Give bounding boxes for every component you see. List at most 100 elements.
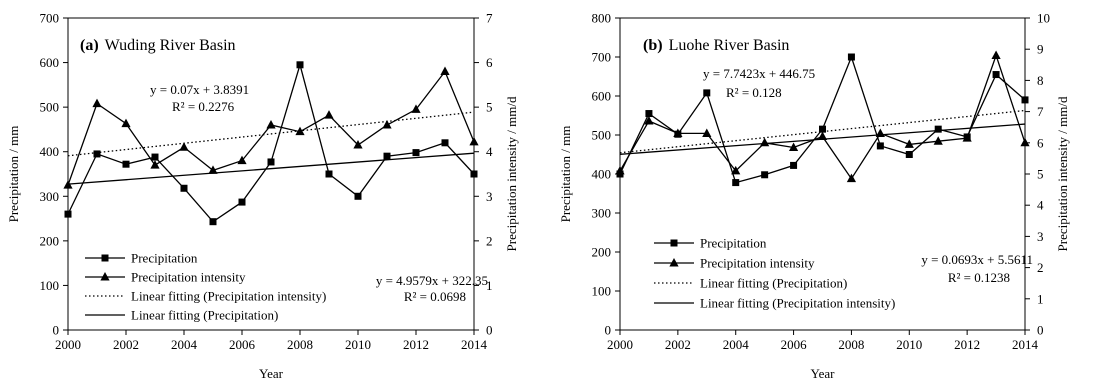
annotation-eq-intensity: y = 0.0693x + 5.5611: [921, 252, 1033, 267]
point-1-5: [760, 137, 770, 147]
x-tick-label: 2002: [665, 337, 691, 352]
point-1-10: [353, 140, 363, 149]
y2-tick-label: 2: [1037, 260, 1044, 275]
y-tick-label: 600: [592, 89, 612, 104]
annotation-r2-precip: R² = 0.128: [726, 85, 782, 100]
point-0-4: [180, 184, 188, 192]
y2-tick-label: 10: [1037, 11, 1050, 26]
x-tick-label: 2004: [171, 337, 198, 352]
point-1-14: [1020, 137, 1030, 147]
y2-axis-label: Precipitation intensity / mm/d: [1055, 96, 1070, 251]
legend-marker-1: [669, 258, 679, 267]
point-1-2: [121, 118, 131, 128]
x-tick-label: 2012: [954, 337, 980, 352]
chart-b: 2000 2002 2004 2006 2008 2010 2012 201401002003…: [558, 11, 1070, 382]
y-tick-label: 300: [40, 189, 60, 204]
point-1-3: [150, 160, 160, 169]
legend-label-1: Precipitation intensity: [131, 270, 246, 285]
y2-axis-label: Precipitation intensity / mm/d: [504, 96, 519, 251]
point-0-9: [876, 142, 884, 150]
y-tick-label: 300: [592, 206, 612, 221]
series-line-1: [619, 53, 1026, 180]
annotation-eq-precip: y = 4.9579x + 322.35: [376, 273, 488, 288]
x-tick-label: 2014: [461, 337, 488, 352]
trendline-0: [67, 111, 475, 157]
x-tick-label: 2006: [781, 337, 808, 352]
point-0-12: [412, 149, 420, 157]
point-1-11: [382, 119, 392, 129]
annotation-r2-intensity: R² = 0.1238: [948, 270, 1010, 285]
legend-label-0: Precipitation: [700, 236, 767, 251]
y2-tick-label: 5: [1037, 167, 1044, 182]
point-0-11: [383, 152, 391, 160]
annotation-eq-precip: y = 7.7423x + 446.75: [703, 66, 815, 81]
point-0-13: [992, 71, 1000, 79]
point-0-10: [354, 192, 362, 200]
y2-tick-label: 4: [486, 144, 493, 159]
annotation-eq-intensity: y = 0.07x + 3.8391: [150, 82, 249, 97]
y-tick-label: 100: [592, 284, 612, 299]
y-tick-label: 800: [592, 11, 612, 26]
y-tick-label: 100: [40, 278, 60, 293]
point-0-1: [93, 150, 101, 158]
y-tick-label: 0: [605, 323, 612, 338]
point-1-1: [644, 115, 654, 125]
point-1-7: [266, 119, 276, 129]
point-0-6: [238, 198, 246, 206]
point-1-0: [615, 165, 625, 175]
point-0-14: [1021, 96, 1029, 104]
chart-title: (a) Wuding River Basin: [80, 37, 236, 54]
y2-tick-label: 7: [486, 11, 493, 26]
legend-label-3: Linear fitting (Precipitation): [131, 308, 278, 323]
y2-tick-label: 3: [1037, 229, 1044, 244]
trendline-1: [67, 152, 475, 185]
panel-label: (b): [643, 37, 663, 54]
point-0-8: [847, 53, 855, 61]
y2-tick-label: 6: [1037, 135, 1044, 150]
y2-tick-label: 5: [486, 100, 493, 115]
x-tick-label: 2010: [345, 337, 371, 352]
point-1-12: [411, 104, 421, 113]
x-axis-label: Year: [811, 366, 836, 381]
legend-marker-0: [670, 239, 678, 247]
chart-title: (b) Luohe River Basin: [643, 37, 789, 54]
y2-tick-label: 1: [486, 278, 493, 293]
legend-label-1: Precipitation intensity: [700, 256, 815, 271]
panel-label: (a): [80, 37, 99, 54]
x-tick-label: 2012: [403, 337, 429, 352]
point-1-6: [237, 155, 247, 165]
y-tick-label: 500: [40, 100, 60, 115]
y2-tick-label: 2: [486, 233, 493, 248]
point-1-7: [817, 131, 828, 141]
x-tick-label: 2000: [55, 337, 81, 352]
y-axis-label: Precipitation / mm: [558, 126, 573, 223]
y2-tick-label: 0: [486, 323, 493, 338]
point-0-9: [325, 170, 333, 178]
point-0-7: [819, 125, 826, 133]
y-tick-label: 500: [592, 128, 612, 143]
title-text: Luohe River Basin: [669, 37, 790, 54]
legend-label-0: Precipitation: [131, 251, 198, 266]
x-tick-label: 2008: [838, 337, 864, 352]
x-tick-label: 2014: [1012, 337, 1039, 352]
y2-tick-label: 7: [1037, 104, 1044, 119]
point-0-2: [122, 160, 130, 168]
point-1-8: [846, 173, 857, 183]
y2-tick-label: 9: [1037, 42, 1044, 57]
point-0-3: [151, 153, 159, 161]
point-0-5: [209, 218, 217, 226]
legend-marker-1: [100, 272, 110, 281]
y-tick-label: 600: [40, 55, 60, 70]
y2-tick-label: 8: [1037, 73, 1044, 88]
y-tick-label: 200: [40, 233, 60, 248]
x-tick-label: 2010: [896, 337, 922, 352]
y2-tick-label: 4: [1037, 198, 1044, 213]
y-tick-label: 400: [592, 167, 612, 182]
point-1-1: [92, 98, 102, 108]
point-1-13: [440, 66, 450, 75]
y-tick-label: 400: [40, 144, 60, 159]
point-0-14: [470, 170, 478, 178]
point-1-4: [179, 142, 189, 151]
point-1-3: [702, 128, 712, 137]
